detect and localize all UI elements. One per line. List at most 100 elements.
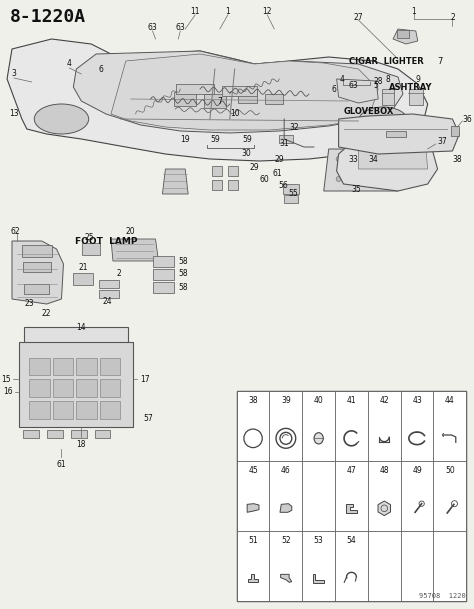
Text: 17: 17 xyxy=(140,375,150,384)
Polygon shape xyxy=(7,39,428,161)
Text: FOOT  LAMP: FOOT LAMP xyxy=(75,236,137,245)
Polygon shape xyxy=(248,574,258,582)
Text: 6: 6 xyxy=(99,65,103,74)
Text: 36: 36 xyxy=(462,114,472,124)
Circle shape xyxy=(376,157,381,161)
Text: 63: 63 xyxy=(175,23,185,32)
Bar xyxy=(23,429,39,437)
Text: 62: 62 xyxy=(10,227,19,236)
Text: 10: 10 xyxy=(230,108,239,118)
Bar xyxy=(222,86,257,96)
Text: 33: 33 xyxy=(348,155,358,163)
Circle shape xyxy=(336,157,341,161)
Ellipse shape xyxy=(314,432,323,444)
Bar xyxy=(22,245,52,257)
Polygon shape xyxy=(12,241,64,304)
Bar xyxy=(47,429,63,437)
Bar xyxy=(237,91,257,103)
Polygon shape xyxy=(111,239,158,261)
Circle shape xyxy=(336,177,341,181)
Bar xyxy=(269,391,302,461)
Bar xyxy=(368,461,401,531)
Polygon shape xyxy=(337,79,378,103)
Text: 13: 13 xyxy=(9,108,19,118)
Text: 1: 1 xyxy=(411,7,416,15)
Text: 20: 20 xyxy=(126,227,136,236)
Bar xyxy=(335,391,368,461)
Text: 47: 47 xyxy=(346,466,356,475)
Bar xyxy=(228,180,237,190)
Text: 55: 55 xyxy=(288,189,298,197)
Bar xyxy=(153,269,174,280)
Bar xyxy=(29,401,50,418)
Polygon shape xyxy=(324,149,398,191)
Text: 50: 50 xyxy=(445,466,455,475)
Text: 21: 21 xyxy=(79,262,88,272)
Bar xyxy=(302,531,335,601)
Text: 29: 29 xyxy=(274,155,284,163)
Text: 46: 46 xyxy=(281,466,291,475)
Text: 4: 4 xyxy=(340,74,345,83)
Polygon shape xyxy=(163,169,188,194)
Bar xyxy=(29,357,50,375)
Text: 61: 61 xyxy=(57,460,66,469)
Text: 37: 37 xyxy=(438,136,447,146)
Text: 31: 31 xyxy=(279,139,289,149)
Bar xyxy=(71,429,87,437)
Text: 25: 25 xyxy=(84,233,94,242)
Circle shape xyxy=(356,157,361,161)
Text: 4: 4 xyxy=(67,60,72,68)
Text: 40: 40 xyxy=(314,396,324,406)
Text: 23: 23 xyxy=(25,300,35,309)
Text: 30: 30 xyxy=(242,149,251,158)
Text: 24: 24 xyxy=(102,297,112,306)
Text: 28: 28 xyxy=(374,77,383,85)
Bar xyxy=(23,262,51,272)
Polygon shape xyxy=(337,139,438,191)
Text: 29: 29 xyxy=(250,163,259,172)
Bar xyxy=(176,84,214,94)
Polygon shape xyxy=(111,54,378,130)
Bar xyxy=(335,531,368,601)
Bar xyxy=(76,379,97,397)
Polygon shape xyxy=(73,51,403,133)
Bar xyxy=(212,166,222,176)
Polygon shape xyxy=(393,29,418,44)
Text: 19: 19 xyxy=(181,135,190,144)
Bar xyxy=(100,401,120,418)
Text: 51: 51 xyxy=(248,537,258,545)
Bar xyxy=(53,357,73,375)
Text: 9: 9 xyxy=(415,74,420,83)
Bar xyxy=(153,256,174,267)
Circle shape xyxy=(356,177,361,181)
Bar xyxy=(99,290,119,298)
Circle shape xyxy=(376,177,381,181)
Bar xyxy=(386,131,406,137)
Text: 16: 16 xyxy=(3,387,12,396)
Bar xyxy=(53,401,73,418)
Text: 27: 27 xyxy=(354,13,363,21)
Bar xyxy=(100,357,120,375)
Text: 42: 42 xyxy=(380,396,389,406)
Polygon shape xyxy=(313,574,324,583)
Bar xyxy=(265,94,283,104)
Text: CIGAR  LIGHTER: CIGAR LIGHTER xyxy=(348,57,423,66)
Bar xyxy=(269,531,302,601)
Bar xyxy=(24,284,49,294)
Bar xyxy=(284,195,298,203)
Text: 63: 63 xyxy=(148,23,157,32)
Bar xyxy=(335,461,368,531)
Polygon shape xyxy=(338,114,459,154)
Bar xyxy=(434,531,466,601)
Bar xyxy=(237,531,269,601)
Text: 59: 59 xyxy=(243,135,253,144)
Bar xyxy=(82,243,100,255)
Bar xyxy=(269,461,302,531)
Text: 8: 8 xyxy=(386,74,391,83)
Bar xyxy=(95,429,110,437)
Text: 61: 61 xyxy=(273,169,282,178)
Text: 39: 39 xyxy=(281,396,291,406)
Text: 35: 35 xyxy=(352,185,361,194)
Text: 56: 56 xyxy=(278,180,288,189)
Ellipse shape xyxy=(34,104,89,134)
